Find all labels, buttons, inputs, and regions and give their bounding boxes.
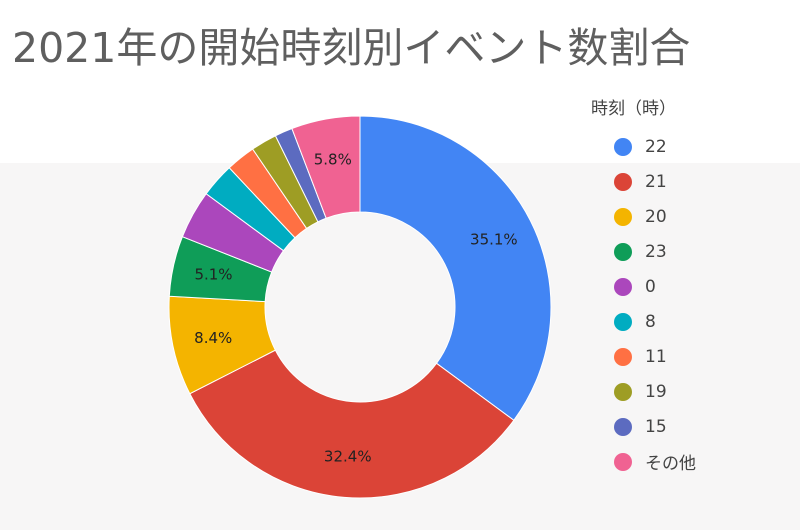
chart-title: 2021年の開始時刻別イベント数割合: [12, 24, 691, 72]
legend-item-0: 22: [591, 129, 791, 164]
legend-dot-icon: [614, 417, 632, 436]
legend-item-3: 23: [591, 234, 791, 269]
legend-item-9: その他: [591, 444, 791, 479]
legend-label: 11: [645, 346, 667, 367]
legend-label: その他: [645, 454, 696, 474]
legend-items: 22 21 20 23 0 8 11 19 15 その他: [591, 129, 791, 479]
legend-label: 0: [645, 276, 656, 297]
legend-dot-icon: [614, 277, 632, 296]
slice-0: [359, 115, 552, 421]
legend-dot-icon: [614, 207, 632, 226]
legend-item-1: 21: [591, 164, 791, 199]
legend: 時刻（時） 22 21 20 23 0 8 11 19 15 その他: [591, 94, 791, 479]
legend-label: 20: [645, 206, 667, 227]
legend-dot-icon: [614, 452, 632, 471]
slice-label-0: 35.1%: [470, 230, 518, 248]
legend-label: 19: [645, 381, 667, 402]
legend-dot-icon: [614, 347, 632, 366]
slice-label-3: 5.1%: [194, 266, 232, 284]
slice-1: [189, 349, 515, 499]
legend-item-2: 20: [591, 199, 791, 234]
legend-title: 時刻（時）: [591, 99, 676, 119]
legend-label: 21: [645, 171, 667, 192]
legend-item-5: 8: [591, 304, 791, 339]
slice-9: [291, 115, 361, 219]
legend-label: 22: [645, 136, 667, 157]
legend-label: 23: [645, 241, 667, 262]
slice-label-9: 5.8%: [314, 150, 352, 168]
legend-dot-icon: [614, 172, 632, 191]
slice-label-1: 32.4%: [324, 447, 372, 465]
legend-item-4: 0: [591, 269, 791, 304]
legend-item-7: 19: [591, 374, 791, 409]
slice-label-2: 8.4%: [194, 329, 232, 347]
legend-item-6: 11: [591, 339, 791, 374]
legend-label: 15: [645, 416, 667, 437]
legend-dot-icon: [614, 312, 632, 331]
legend-dot-icon: [614, 137, 632, 156]
legend-dot-icon: [614, 382, 632, 401]
legend-label: 8: [645, 311, 656, 332]
legend-item-8: 15: [591, 409, 791, 444]
legend-dot-icon: [614, 242, 632, 261]
